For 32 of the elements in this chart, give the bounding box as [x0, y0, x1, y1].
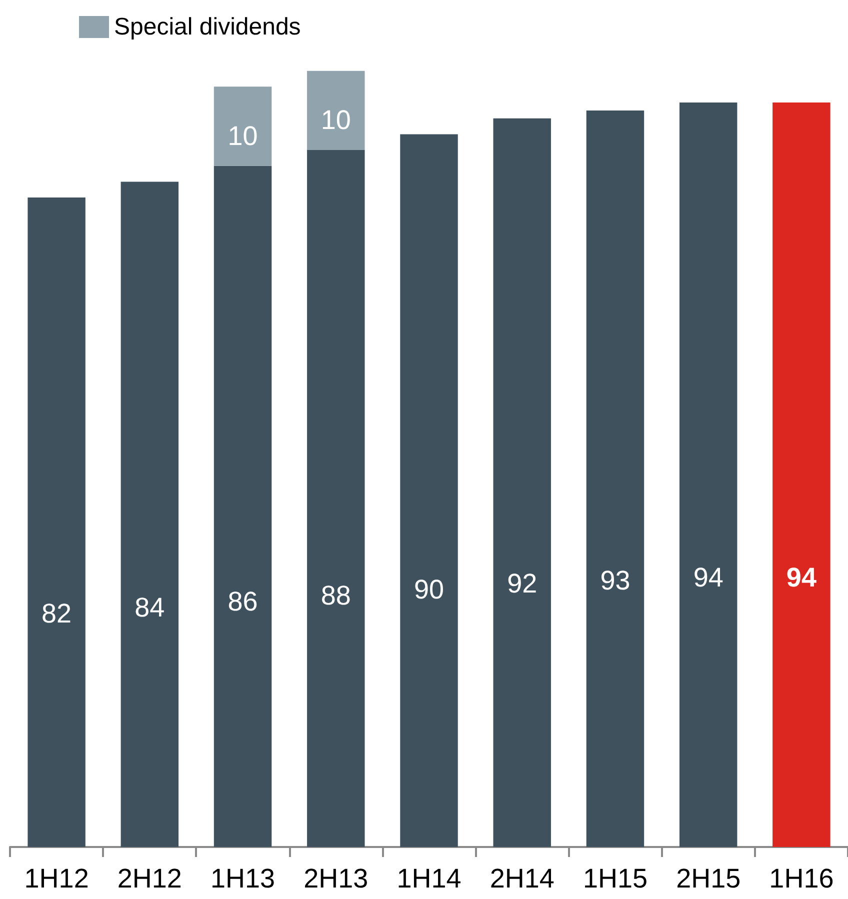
bar [586, 110, 644, 847]
bar [307, 150, 365, 847]
bar [493, 118, 551, 847]
data-label: 94 [693, 562, 724, 593]
x-tick-label: 1H14 [396, 864, 462, 894]
x-tick-label: 2H12 [117, 864, 182, 894]
x-tick-label: 1H15 [582, 864, 648, 894]
data-label: 88 [320, 580, 351, 611]
x-tick-label: 1H12 [24, 864, 89, 894]
bar [28, 198, 86, 847]
bar [772, 102, 830, 847]
bar [214, 86, 272, 166]
x-tick-label: 2H13 [304, 864, 368, 894]
bar [214, 166, 272, 847]
x-tick-label: 1H16 [769, 864, 834, 894]
data-label: 84 [134, 592, 165, 623]
bar [679, 102, 738, 847]
bar [120, 182, 179, 847]
data-label: 92 [507, 568, 538, 599]
data-label: 82 [42, 598, 72, 629]
data-label: 86 [228, 586, 258, 617]
data-label: 90 [414, 574, 444, 605]
data-label: 93 [600, 566, 630, 596]
data-label: 94 [786, 562, 816, 593]
data-label: 10 [228, 120, 258, 151]
bar [307, 70, 365, 150]
x-tick-label: 2H14 [490, 864, 554, 894]
data-label: 10 [320, 104, 351, 135]
legend-label: Special dividends [114, 14, 301, 40]
x-tick-label: 2H15 [676, 864, 741, 894]
x-tick-label: 1H13 [210, 864, 276, 894]
bar [400, 134, 458, 847]
